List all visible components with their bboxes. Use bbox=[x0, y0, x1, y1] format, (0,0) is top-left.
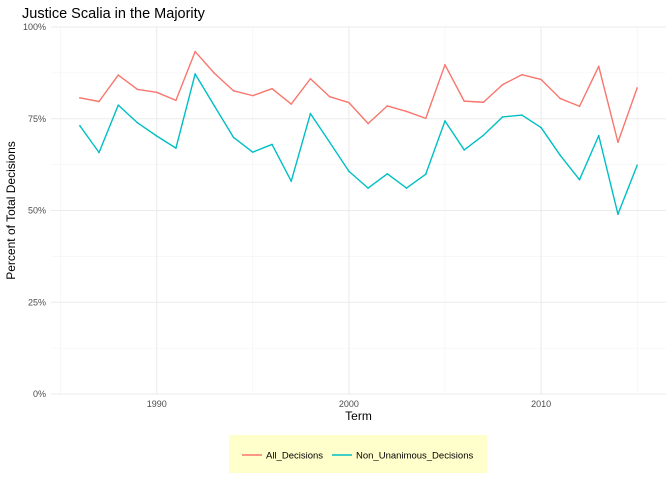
x-tick-label: 1990 bbox=[147, 399, 167, 409]
data-point bbox=[367, 187, 369, 189]
data-point bbox=[251, 94, 254, 97]
data-point bbox=[578, 178, 581, 181]
data-point bbox=[597, 65, 600, 68]
data-point bbox=[98, 100, 100, 103]
data-point bbox=[117, 74, 120, 76]
data-point bbox=[501, 83, 504, 86]
data-point bbox=[540, 78, 542, 81]
data-point bbox=[617, 213, 619, 215]
data-point bbox=[405, 187, 408, 189]
data-point bbox=[136, 121, 139, 124]
data-point bbox=[444, 64, 446, 66]
data-point bbox=[521, 114, 523, 116]
data-point bbox=[175, 99, 177, 102]
data-point bbox=[271, 143, 273, 146]
data-point bbox=[251, 151, 254, 153]
data-point bbox=[482, 101, 485, 104]
data-point bbox=[386, 173, 389, 175]
data-point bbox=[444, 120, 446, 122]
data-point bbox=[636, 87, 638, 89]
data-point bbox=[463, 149, 466, 151]
y-tick-label: 100% bbox=[23, 22, 46, 32]
series-line-non-unanimous-decisions bbox=[79, 73, 638, 215]
data-point bbox=[117, 104, 120, 106]
data-point bbox=[271, 87, 273, 90]
data-point bbox=[155, 91, 158, 94]
x-axis-title: Term bbox=[345, 409, 372, 423]
data-point bbox=[386, 105, 389, 107]
data-point bbox=[424, 173, 427, 175]
grid-lines bbox=[51, 26, 666, 395]
legend-background bbox=[229, 435, 487, 473]
chart-title: Justice Scalia in the Majority bbox=[22, 6, 206, 22]
data-point bbox=[405, 110, 408, 113]
data-point bbox=[136, 88, 139, 91]
y-tick-label: 75% bbox=[28, 114, 46, 124]
data-point bbox=[79, 124, 81, 127]
data-point bbox=[309, 112, 312, 115]
series-lines bbox=[79, 50, 638, 215]
tick-labels: 0% 25% 50% 75% 100% 1990 2000 2010 bbox=[23, 22, 551, 409]
data-point bbox=[559, 97, 562, 100]
data-point bbox=[79, 97, 81, 99]
data-point bbox=[367, 122, 369, 125]
y-axis-title: Percent of Total Decisions bbox=[4, 141, 18, 280]
y-tick-label: 25% bbox=[28, 297, 46, 307]
legend-label-non-unanimous-decisions: Non_Unanimous_Decisions bbox=[356, 451, 473, 462]
data-point bbox=[232, 136, 235, 139]
data-point bbox=[98, 151, 100, 154]
data-point bbox=[213, 72, 216, 75]
data-point bbox=[597, 134, 600, 137]
series-line-all-decisions bbox=[79, 50, 638, 143]
data-point bbox=[348, 170, 350, 173]
data-point bbox=[636, 164, 638, 167]
data-point bbox=[463, 100, 466, 102]
data-point bbox=[501, 116, 504, 118]
data-point bbox=[232, 90, 235, 92]
data-point bbox=[348, 101, 350, 104]
y-tick-label: 0% bbox=[33, 389, 46, 399]
data-point bbox=[328, 95, 331, 98]
data-point bbox=[155, 135, 158, 137]
data-point bbox=[309, 77, 312, 80]
data-point bbox=[213, 105, 216, 107]
x-tick-label: 2010 bbox=[531, 399, 551, 409]
data-point bbox=[559, 154, 562, 157]
data-point bbox=[194, 73, 196, 75]
data-point bbox=[290, 103, 293, 105]
x-tick-label: 2000 bbox=[339, 399, 359, 409]
data-point bbox=[175, 147, 177, 149]
data-point bbox=[290, 180, 293, 182]
data-point bbox=[578, 105, 581, 108]
data-point bbox=[424, 117, 427, 120]
data-point bbox=[540, 126, 542, 129]
data-point bbox=[482, 134, 485, 137]
y-tick-label: 50% bbox=[28, 206, 46, 216]
data-point bbox=[521, 73, 523, 76]
data-point bbox=[328, 141, 331, 144]
data-point bbox=[194, 50, 196, 53]
legend-label-all-decisions: All_Decisions bbox=[266, 451, 323, 462]
legend: All_Decisions Non_Unanimous_Decisions bbox=[229, 435, 487, 473]
data-point bbox=[617, 141, 619, 144]
